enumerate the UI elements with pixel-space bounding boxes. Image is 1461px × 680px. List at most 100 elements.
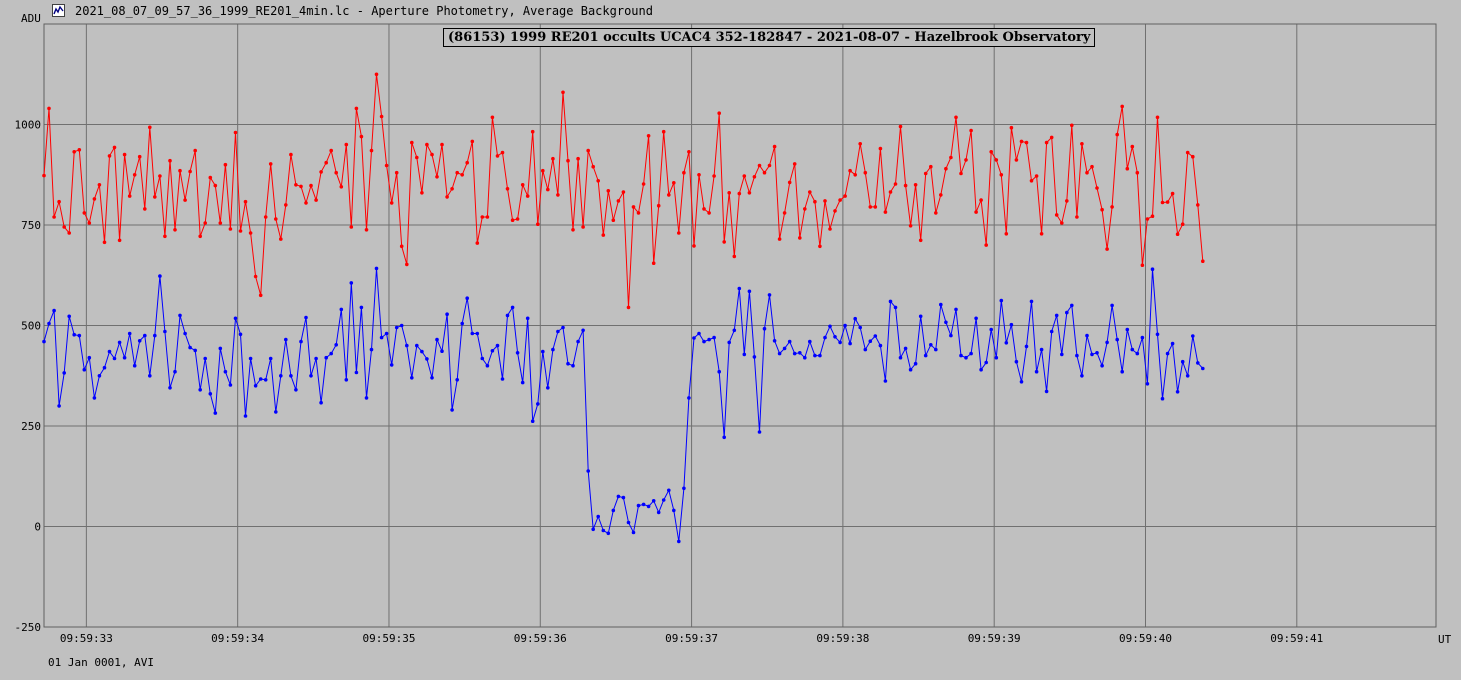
data-point [299,339,303,344]
chart-title: (86153) 1999 RE201 occults UCAC4 352-182… [443,28,1096,47]
data-point [767,163,772,168]
data-point [92,396,97,400]
data-point [1090,352,1094,357]
data-point [248,231,253,235]
data-point [863,347,868,352]
data-point [929,343,933,347]
data-point [198,388,202,392]
data-point [233,316,238,321]
data-point [394,325,399,330]
data-point [399,323,404,328]
data-point [1034,369,1039,374]
data-point [500,377,505,381]
data-point [606,189,611,193]
data-point [57,404,61,408]
data-point [248,356,253,361]
data-point [747,191,752,195]
data-point [556,329,560,334]
data-point [77,148,82,152]
data-point [470,139,475,144]
data-point [576,339,580,344]
data-point [420,191,424,195]
data-point [672,508,676,513]
data-point [460,321,465,326]
data-point [178,168,182,173]
data-point [888,190,893,194]
data-point [455,378,460,382]
data-point [989,150,993,154]
data-point [782,211,787,215]
data-point [57,199,61,204]
data-point [415,343,419,348]
x-tick-label: 09:59:34 [211,632,264,645]
data-point [374,72,379,77]
data-point [1004,232,1009,236]
data-point [702,339,706,344]
data-point [838,198,842,202]
data-point [62,371,66,375]
data-point [667,488,671,493]
data-point [843,323,847,328]
data-point [158,274,162,278]
data-point [964,355,968,360]
data-point [536,402,540,406]
data-point [853,173,857,177]
data-point [1090,164,1094,169]
data-point [435,337,439,342]
data-point [228,227,233,231]
data-point [284,337,288,342]
chart-icon[interactable] [52,4,65,17]
data-point [682,486,686,491]
data-point [747,289,752,294]
data-point [440,142,444,147]
data-point [616,494,621,499]
data-point [1165,351,1170,356]
data-point [646,504,651,509]
data-point [949,155,953,160]
data-point [1180,222,1185,226]
data-point [551,156,555,161]
data-point [1155,115,1160,120]
data-point [727,340,731,345]
data-point [1160,396,1165,401]
y-tick-label: 250 [21,420,41,433]
data-point [525,194,530,198]
data-point [631,205,636,209]
data-point [258,377,263,381]
data-point [329,351,334,356]
data-point [1201,366,1205,371]
data-point [1110,303,1114,308]
data-point [238,332,243,337]
data-point [67,231,71,235]
data-point [279,237,283,241]
data-point [42,339,46,344]
data-point [42,173,46,178]
data-point [772,144,777,149]
data-point [319,170,323,174]
data-point [1060,352,1064,357]
data-point [450,187,454,191]
data-point [651,261,656,266]
data-point [1060,221,1064,225]
data-point [334,170,339,175]
data-point [410,376,414,380]
data-point [505,187,510,191]
data-point [203,221,207,225]
data-point [148,374,152,378]
data-point [556,193,560,197]
data-point [782,346,787,351]
series-1 [42,266,1205,544]
data-point [636,211,641,215]
series-layer [42,72,1205,544]
data-point [92,197,97,201]
data-point [656,203,661,208]
data-point [410,140,414,145]
data-point [495,154,500,158]
data-point [661,129,666,134]
data-point [682,170,686,175]
data-point [818,244,822,249]
data-point [717,369,721,374]
data-point [752,355,757,359]
data-point [883,379,888,383]
